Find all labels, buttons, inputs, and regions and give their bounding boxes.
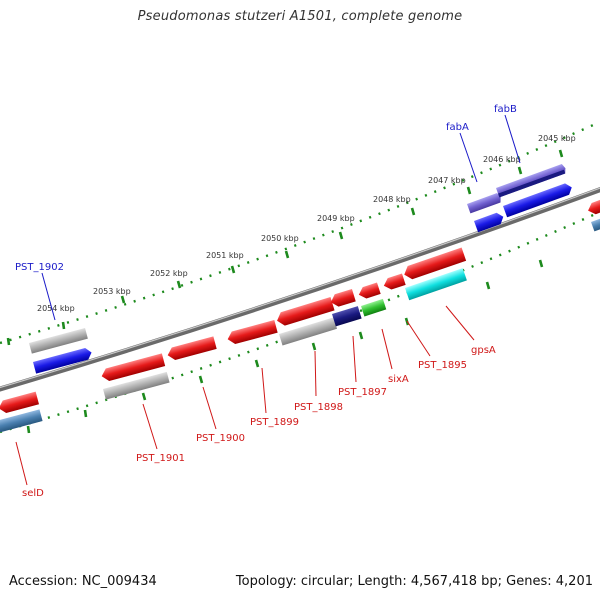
gene-label-PST_1901[interactable]: PST_1901 xyxy=(136,453,185,464)
feature-PST_1901[interactable] xyxy=(100,353,166,382)
gene-label-PST_1898[interactable]: PST_1898 xyxy=(294,402,343,413)
scale-label-2048: 2048 kbp xyxy=(373,195,411,204)
scale-label-2045: 2045 kbp xyxy=(538,134,576,143)
feature-selD[interactable] xyxy=(0,391,40,415)
feature-PST_1898-grey[interactable] xyxy=(279,317,338,346)
scale-label-2051: 2051 kbp xyxy=(206,251,244,260)
gene-label-selD[interactable]: selD xyxy=(22,488,44,499)
feature-sixA-green[interactable] xyxy=(361,298,387,317)
gene-label-PST_1902[interactable]: PST_1902 xyxy=(15,262,64,273)
accession-text: Accession: NC_009434 xyxy=(9,574,157,589)
scale-label-2047: 2047 kbp xyxy=(428,176,466,185)
gene-label-PST_1895[interactable]: PST_1895 xyxy=(418,360,467,371)
genome-summary-text: Topology: circular; Length: 4,567,418 bp… xyxy=(235,574,593,589)
scale-label-2054: 2054 kbp xyxy=(37,304,75,313)
scale-label-2052: 2052 kbp xyxy=(150,269,188,278)
feature-PST_1897-navy[interactable] xyxy=(332,306,362,327)
scale-label-2053: 2053 kbp xyxy=(93,287,131,296)
gene-label-PST_1900[interactable]: PST_1900 xyxy=(196,433,245,444)
feature-PST_1897[interactable] xyxy=(329,288,356,308)
feature-PST_1900[interactable] xyxy=(166,336,217,361)
genome-backbone xyxy=(0,187,600,392)
feature-fabB-top[interactable] xyxy=(496,163,567,198)
gene-label-gpsA[interactable]: gpsA xyxy=(471,345,496,356)
inner-major-ticks xyxy=(26,259,544,434)
scale-label-2046: 2046 kbp xyxy=(483,155,521,164)
feature-PST_1898[interactable] xyxy=(275,297,335,327)
feature-fabB-bottom[interactable] xyxy=(503,182,574,218)
gene-label-fabA[interactable]: fabA xyxy=(446,122,469,133)
scale-label-2050: 2050 kbp xyxy=(261,234,299,243)
outer-major-ticks xyxy=(6,149,564,346)
feature-gpsA-cyan[interactable] xyxy=(405,268,467,301)
gene-label-fabB[interactable]: fabB xyxy=(494,104,517,115)
feature-fabA-bottom[interactable] xyxy=(474,211,505,233)
feature-gpsA[interactable] xyxy=(402,247,467,281)
reverse-label-leaders xyxy=(15,305,475,486)
genome-title: Pseudomonas stutzeri A1501, complete gen… xyxy=(137,9,463,24)
forward-label-leaders xyxy=(41,114,521,321)
feature-PST_1899[interactable] xyxy=(226,320,278,345)
gene-label-sixA[interactable]: sixA xyxy=(388,374,409,385)
feature-PST_1895[interactable] xyxy=(382,273,406,292)
inner-tick-ring xyxy=(0,210,600,434)
feature-right-steel[interactable] xyxy=(591,215,600,232)
feature-sixA[interactable] xyxy=(357,282,381,301)
gene-label-PST_1897[interactable]: PST_1897 xyxy=(338,387,387,398)
gene-label-PST_1899[interactable]: PST_1899 xyxy=(250,417,299,428)
feature-PST_1901-grey[interactable] xyxy=(103,371,170,400)
feature-right-red-top[interactable] xyxy=(586,194,600,217)
feature-fabA-top[interactable] xyxy=(467,192,502,214)
feature-PST_1902-grey[interactable] xyxy=(29,327,88,354)
feature-PST_1902-blue[interactable] xyxy=(33,347,93,374)
scale-label-2049: 2049 kbp xyxy=(317,214,355,223)
feature-selD-steel[interactable] xyxy=(0,409,43,433)
